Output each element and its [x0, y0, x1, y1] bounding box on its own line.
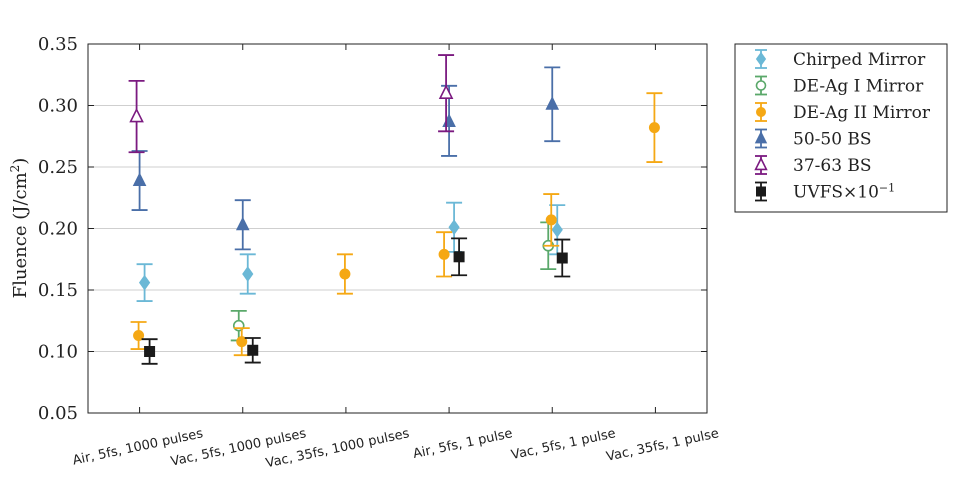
data-point	[128, 80, 145, 154]
series-50-50-bs	[131, 66, 561, 251]
legend-label: DE-Ag II Mirror	[793, 103, 931, 123]
data-point	[436, 231, 453, 278]
point-marker	[133, 330, 145, 342]
legend-item: DE-Ag II Mirror	[755, 102, 931, 123]
legend-label: UVFS×10−1	[793, 181, 895, 203]
point-marker	[448, 219, 460, 236]
data-point	[554, 238, 571, 278]
data-point	[244, 337, 261, 364]
point-marker	[235, 216, 250, 231]
y-axis-title-superscript: 2	[8, 165, 22, 173]
y-axis-title-main: Fluence (J/cm	[10, 172, 31, 298]
legend-marker	[755, 51, 767, 67]
point-marker	[339, 268, 351, 280]
data-point	[438, 54, 455, 133]
point-marker	[247, 344, 259, 356]
data-point	[451, 237, 468, 277]
point-marker	[648, 122, 660, 134]
data-point	[233, 327, 250, 357]
point-marker	[236, 336, 248, 348]
x-tick-label: Vac, 5fs, 1 pulse	[510, 426, 617, 463]
y-tick-label: 0.35	[38, 34, 78, 55]
point-marker	[242, 266, 254, 282]
legend-label: Chirped Mirror	[793, 50, 926, 70]
point-marker	[453, 251, 465, 263]
point-marker	[545, 96, 560, 110]
point-marker	[551, 221, 563, 238]
point-marker	[132, 172, 147, 187]
series-chirped-mirror	[136, 201, 566, 302]
series-de-ag-i-mirror	[230, 221, 557, 342]
y-tick-label: 0.10	[38, 342, 78, 363]
y-axis-title: Fluence (J/cm2)	[8, 158, 31, 299]
y-tick-label: 0.05	[38, 403, 78, 424]
point-marker	[138, 274, 151, 291]
legend-label-superscript: −1	[879, 181, 895, 194]
data-point	[141, 338, 158, 365]
y-axis: 0.05 0.10 0.15 0.20 0.25 0.30 0.35	[38, 34, 707, 424]
grid-lines	[88, 43, 707, 414]
plot-frame	[87, 43, 708, 414]
series-uvfs-10	[141, 237, 571, 365]
legend-label: DE-Ag I Mirror	[793, 77, 924, 97]
legend-item: DE-Ag I Mirror	[755, 75, 924, 97]
point-marker	[438, 84, 454, 99]
y-tick-label: 0.15	[38, 280, 78, 301]
x-tick-label: Vac, 35fs, 1 pulse	[605, 426, 720, 465]
point-marker	[556, 252, 568, 264]
legend-item: UVFS×10−1	[755, 181, 895, 203]
data-point	[234, 199, 251, 251]
legend-marker	[756, 107, 766, 117]
data-point	[136, 263, 153, 302]
data-point	[230, 310, 247, 342]
y-tick-label: 0.30	[38, 96, 78, 117]
data-point	[131, 150, 148, 211]
legend-marker	[754, 130, 768, 144]
series-de-ag-ii-mirror	[130, 92, 663, 357]
series-37-63-bs	[128, 54, 455, 154]
data-point	[239, 253, 256, 295]
legend-item: 50-50 BS	[754, 128, 872, 150]
legend-marker	[754, 156, 768, 171]
legend-label: 37-63 BS	[793, 156, 872, 176]
legend-label: 50-50 BS	[793, 130, 872, 150]
legend-frame	[734, 43, 948, 213]
point-marker	[144, 346, 156, 357]
legend-marker	[755, 80, 767, 91]
y-axis-title-close: )	[10, 158, 31, 165]
y-tick-label: 0.20	[38, 219, 78, 240]
point-marker	[438, 248, 450, 260]
data-point	[543, 193, 560, 247]
y-tick-label: 0.25	[38, 157, 78, 178]
legend-label-main: UVFS×10	[793, 183, 879, 203]
legend-marker	[756, 186, 766, 197]
data-point	[336, 253, 353, 295]
data-point	[544, 66, 561, 143]
legend-item: 37-63 BS	[754, 155, 872, 176]
point-marker	[129, 107, 144, 123]
legend: Chirped Mirror DE-Ag I Mirror DE-Ag II Mir…	[734, 43, 948, 213]
point-marker	[545, 214, 557, 226]
legend-item: Chirped Mirror	[755, 49, 926, 70]
data-series	[128, 54, 663, 365]
point-marker	[442, 113, 456, 127]
data-point	[646, 92, 663, 163]
x-tick-label: Air, 5fs, 1 pulse	[412, 426, 514, 462]
data-point	[130, 321, 147, 350]
